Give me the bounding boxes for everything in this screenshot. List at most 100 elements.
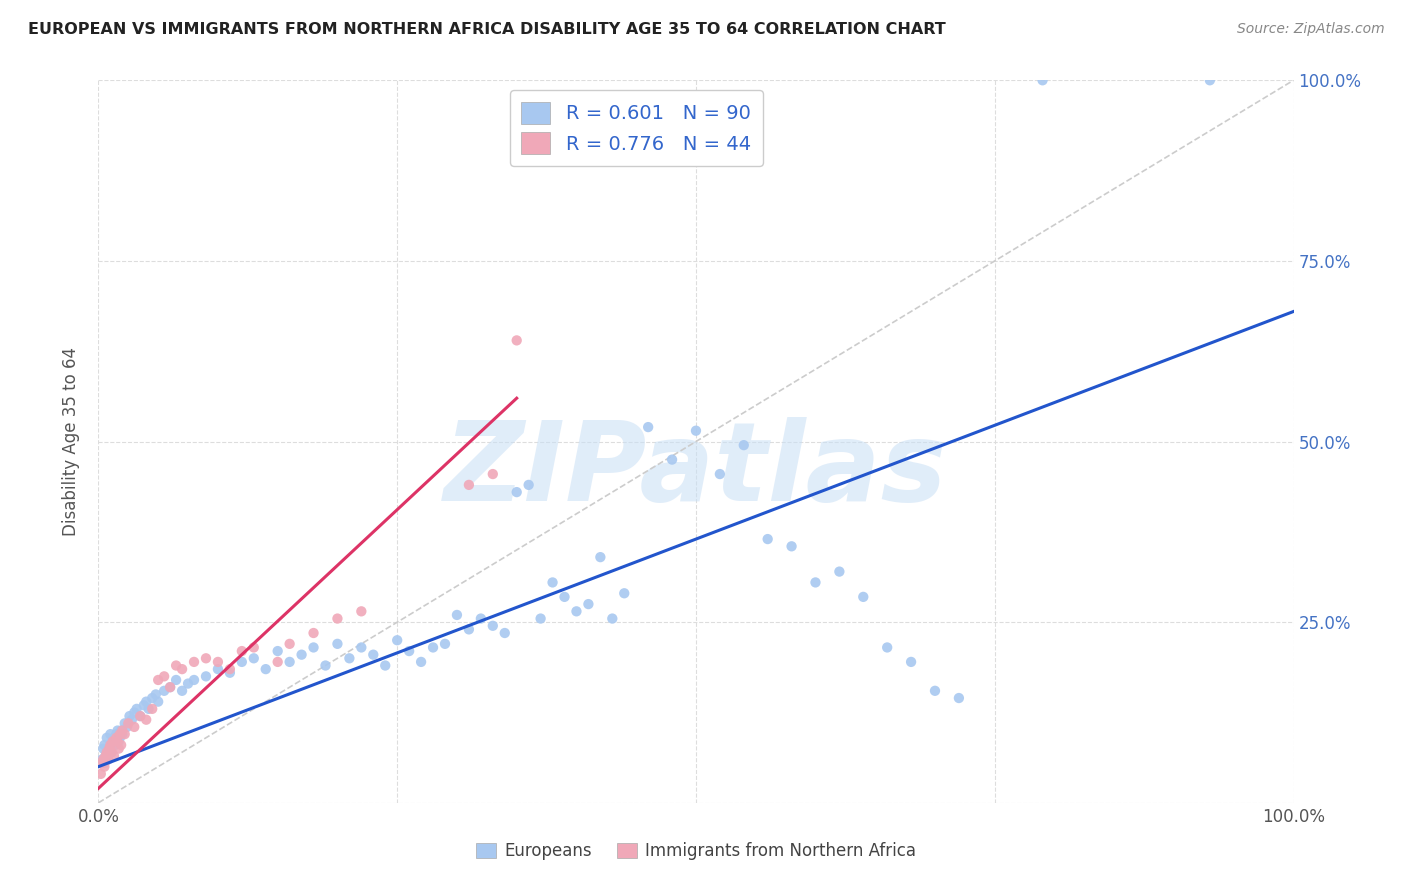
Point [141,702,163,716]
Point [90,767,112,781]
Point [165,658,187,673]
Point [278,655,301,669]
Point [121,713,143,727]
Point [219,662,242,676]
Point [385,633,409,648]
Point [98,738,122,752]
Point [637,420,659,434]
Text: ZIPatlas: ZIPatlas [444,417,948,524]
Point [141,691,163,706]
Point [302,640,325,655]
Y-axis label: Disability Age 35 to 64: Disability Age 35 to 64 [62,347,80,536]
Point [118,709,141,723]
Point [94,748,117,763]
Point [98,741,121,756]
Point [613,586,636,600]
Point [124,720,146,734]
Point [900,655,922,669]
Point [207,655,229,669]
Point [117,716,139,731]
Point [589,550,612,565]
Point [115,720,138,734]
Point [541,575,564,590]
Point [129,709,152,723]
Point [231,644,253,658]
Point [97,752,120,766]
Point [100,745,122,759]
Point [103,731,125,745]
Point [828,565,851,579]
Point [148,673,170,687]
Point [105,731,128,745]
Point [107,723,129,738]
Point [852,590,875,604]
Point [177,676,200,690]
Point [243,651,266,665]
Point [780,539,803,553]
Point [494,626,516,640]
Point [1199,73,1222,87]
Point [481,619,505,633]
Point [339,651,361,665]
Point [98,741,121,756]
Point [446,607,468,622]
Point [195,669,218,683]
Point [108,727,131,741]
Point [183,655,205,669]
Point [111,723,134,738]
Point [93,738,115,752]
Point [948,691,970,706]
Point [138,702,160,716]
Point [107,734,129,748]
Point [91,752,114,766]
Point [195,651,218,665]
Point [291,648,314,662]
Point [91,741,114,756]
Point [108,731,131,745]
Point [434,637,457,651]
Point [153,683,176,698]
Point [685,424,707,438]
Point [411,655,433,669]
Text: Source: ZipAtlas.com: Source: ZipAtlas.com [1237,22,1385,37]
Point [302,626,325,640]
Point [350,604,373,618]
Point [98,738,122,752]
Point [93,760,115,774]
Point [578,597,600,611]
Point [159,680,181,694]
Point [114,716,136,731]
Point [124,706,146,720]
Point [315,658,337,673]
Point [93,756,115,770]
Point [183,673,205,687]
Point [506,485,529,500]
Point [804,575,827,590]
Point [107,741,129,756]
Point [101,734,124,748]
Point [709,467,731,481]
Point [91,752,114,766]
Point [517,478,540,492]
Point [98,727,122,741]
Point [254,662,277,676]
Point [100,745,122,759]
Point [105,727,128,741]
Point [159,680,181,694]
Point [231,655,253,669]
Point [458,623,481,637]
Point [565,604,588,618]
Point [602,611,624,625]
Point [876,640,898,655]
Point [94,748,117,763]
Point [326,637,349,651]
Point [145,687,167,701]
Point [107,734,129,748]
Point [132,698,155,713]
Point [530,611,553,625]
Point [172,662,194,676]
Point [363,648,385,662]
Point [96,745,118,759]
Point [110,738,132,752]
Point [278,637,301,651]
